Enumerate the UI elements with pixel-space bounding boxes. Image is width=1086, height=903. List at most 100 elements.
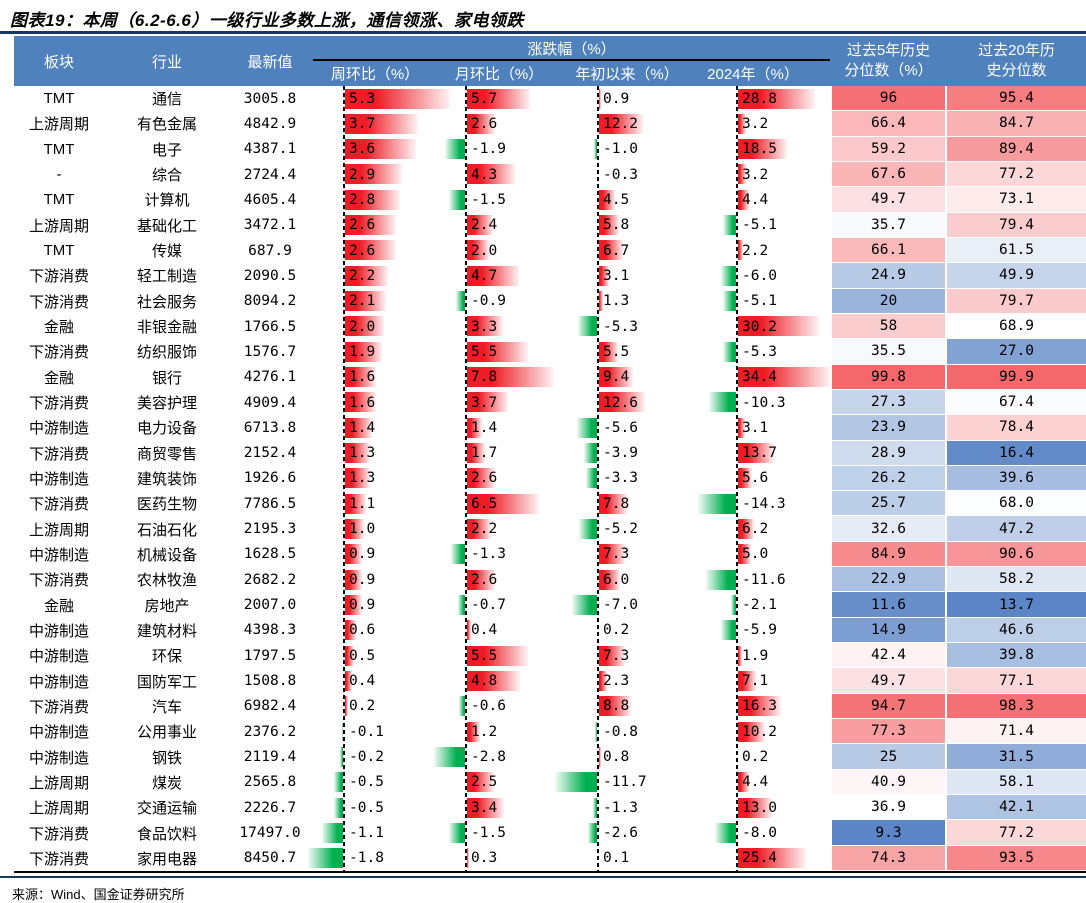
y2024-bar	[709, 392, 737, 413]
industry-cell: 纺织服饰	[136, 344, 197, 362]
mom-bar	[444, 139, 466, 160]
pct5y-cell: 25	[832, 744, 945, 770]
table-row: 中游制造 建筑装饰 1926.6 1.3 2.6 -3.3 5.6 26.2 39.6	[14, 465, 1086, 492]
wow-bar	[344, 113, 418, 134]
mom-bar	[466, 215, 494, 236]
mom-value: 2.6	[471, 470, 498, 487]
mom-value: 1.7	[471, 445, 498, 462]
mom-value: -1.9	[471, 141, 506, 158]
industry-cell: 美容护理	[136, 395, 197, 413]
pct20y-cell: 79.7	[947, 288, 1086, 314]
mom-bar	[466, 443, 486, 464]
mom-value: 2.0	[471, 242, 498, 259]
mom-bar	[451, 544, 466, 565]
sector-cell: 下游消费	[28, 825, 89, 843]
mom-bar	[466, 848, 470, 869]
mom-bar	[449, 822, 466, 843]
table-row: 上游周期 基础化工 3472.1 2.6 2.4 5.8 -5.1 35.7 79.4	[14, 212, 1086, 238]
table-row: 中游制造 建筑材料 4398.3 0.6 0.4 0.2 -5.9 14.9 46.6	[14, 617, 1086, 644]
industry-cell: 食品饮料	[136, 825, 197, 843]
y2024-bar	[722, 341, 737, 362]
header-sector: 板块	[43, 53, 74, 71]
source-note: 来源：Wind、国金证券研究所	[12, 887, 185, 902]
y2024-value: 28.8	[742, 90, 777, 107]
pct20y-cell: 46.6	[947, 617, 1086, 644]
pct20y-cell: 93.5	[947, 845, 1086, 871]
table-row: 下游消费 纺织服饰 1576.7 1.9 5.5 5.5 -5.3 35.5 27.0	[14, 339, 1086, 365]
ytd-value: -1.0	[603, 141, 638, 158]
mom-value: 5.5	[471, 343, 498, 360]
table-header: 板块 行业 最新值 涨跌幅（%） 周环比（%） 月环比（%） 年初以来（%） 2…	[14, 36, 1086, 86]
sector-cell: 下游消费	[28, 698, 89, 716]
y2024-bar	[737, 772, 749, 793]
wow-value: 1.4	[349, 419, 376, 436]
industry-cell: 农林牧渔	[136, 572, 197, 590]
pct20y-cell: 89.4	[947, 136, 1086, 162]
pct20y-cell: 42.1	[947, 795, 1086, 821]
sector-cell: 下游消费	[28, 293, 89, 311]
pct20y-cell: 73.1	[947, 187, 1086, 213]
wow-value: 2.0	[349, 318, 376, 335]
pct5y-cell: 27.3	[832, 389, 945, 416]
ytd-value: 7.3	[603, 546, 630, 563]
mom-bar	[455, 291, 466, 312]
mom-bar	[466, 645, 529, 666]
y2024-value: 3.1	[742, 419, 769, 436]
ytd-value: -3.9	[603, 445, 638, 462]
ytd-bar	[598, 88, 602, 109]
pct20y-cell: 68.9	[947, 313, 1086, 340]
industry-cell: 电力设备	[136, 420, 197, 438]
wow-value: 1.6	[349, 394, 376, 411]
latest-value-cell: 4387.1	[243, 141, 297, 158]
mom-value: -2.8	[471, 749, 506, 766]
sector-cell: 中游制造	[28, 673, 89, 691]
header-pct-5y-line1: 过去5年历史	[846, 41, 931, 59]
latest-value-cell: 17497.0	[239, 825, 301, 841]
page-bottom-rule	[0, 876, 1086, 878]
pct20y-cell: 49.9	[947, 263, 1086, 289]
y2024-value: -10.3	[742, 394, 786, 411]
sector-cell: 上游周期	[28, 774, 89, 792]
ytd-bar	[598, 240, 623, 261]
wow-bar	[344, 645, 354, 666]
industry-cell: 机械设备	[136, 546, 197, 564]
y2024-value: -6.0	[742, 267, 777, 284]
industry-cell: 公用事业	[136, 724, 197, 742]
table-row: TMT 通信 3005.8 5.3 5.7 0.9 28.8 96 95.4	[14, 86, 1086, 112]
ytd-bar	[583, 443, 598, 464]
mom-zero-axis	[465, 86, 467, 871]
mom-bar	[466, 316, 504, 337]
table-row: 上游周期 煤炭 2565.8 -0.5 2.5 -11.7 4.4 40.9 58.1	[14, 769, 1086, 796]
ytd-bar	[598, 670, 607, 691]
wow-value: 0.9	[349, 546, 376, 563]
sector-cell: 下游消费	[28, 395, 89, 413]
y2024-value: -8.0	[742, 825, 777, 841]
y2024-bar	[737, 797, 773, 818]
pct5y-cell: 11.6	[832, 592, 945, 618]
wow-value: 0.2	[349, 698, 376, 715]
latest-value-cell: 2152.4	[243, 445, 297, 462]
title-rule	[0, 31, 1086, 34]
mom-bar	[466, 417, 482, 438]
sector-cell: 中游制造	[28, 420, 89, 438]
latest-value-cell: 687.9	[248, 242, 292, 259]
latest-value-cell: 2007.0	[243, 597, 297, 614]
pct5y-cell: 35.5	[832, 339, 945, 365]
wow-value: -0.2	[349, 749, 384, 766]
pct5y-cell: 58	[832, 313, 945, 340]
sector-cell: 中游制造	[28, 648, 89, 666]
mom-value: -0.7	[471, 597, 506, 614]
table-row: TMT 计算机 4605.4 2.8 -1.5 4.5 4.4 49.7 73.1	[14, 187, 1086, 213]
wow-bar	[344, 594, 362, 615]
latest-value-cell: 1576.7	[243, 343, 297, 360]
y2024-value: 13.7	[742, 445, 777, 462]
latest-value-cell: 1926.6	[243, 470, 297, 487]
ytd-value: 8.8	[603, 698, 630, 715]
ytd-bar	[598, 746, 601, 767]
wow-bar	[344, 417, 372, 438]
sector-cell: 中游制造	[28, 546, 89, 564]
wow-bar	[308, 848, 344, 869]
wow-value: -0.1	[349, 723, 384, 740]
y2024-value: 4.4	[742, 774, 769, 791]
y2024-value: -5.3	[742, 343, 777, 360]
